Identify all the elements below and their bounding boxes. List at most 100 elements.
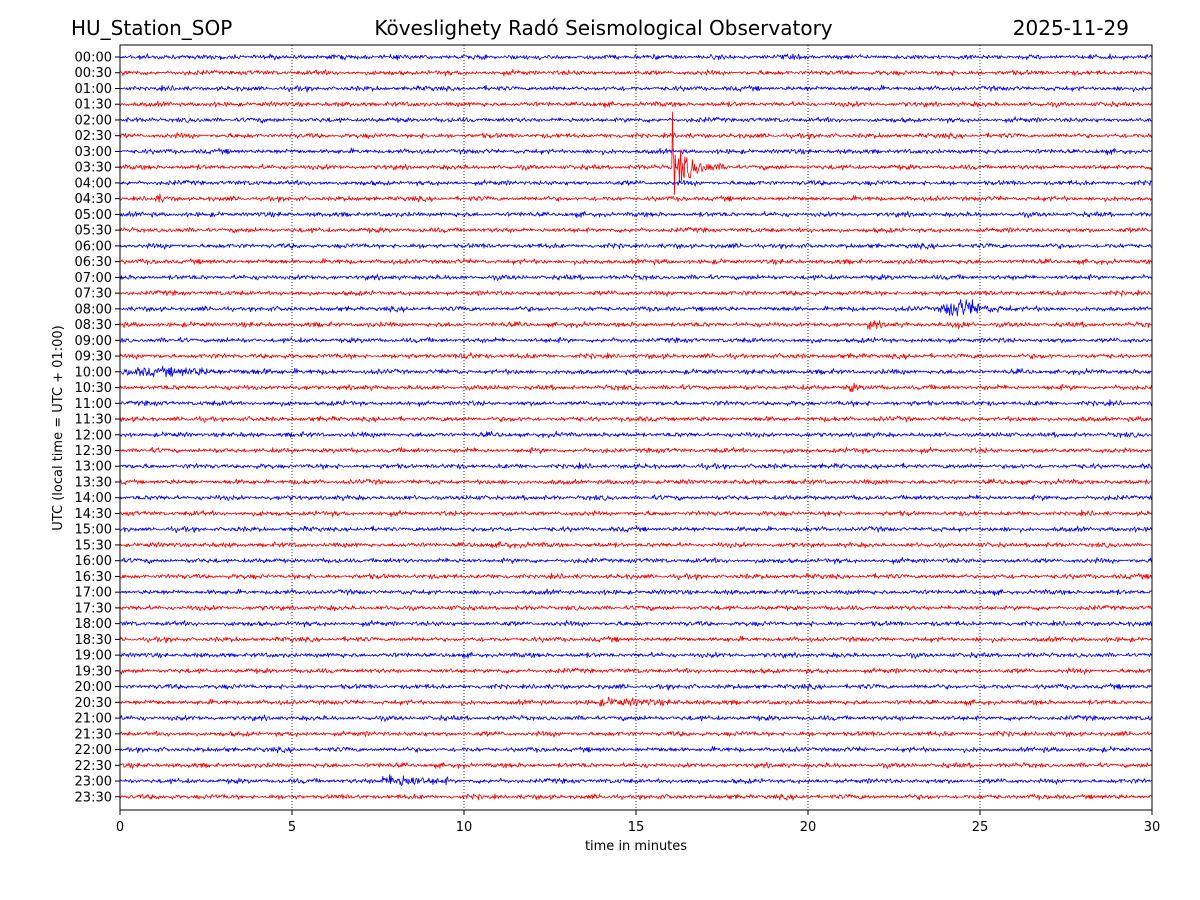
y-tick-label: 11:00	[75, 397, 112, 412]
y-tick-label: 07:30	[75, 287, 112, 302]
trace-row-1830	[119, 635, 1153, 644]
trace-row-0500	[119, 210, 1153, 219]
y-tick-label: 10:30	[75, 381, 112, 396]
trace-row-0900	[119, 336, 1153, 344]
trace-row-1800	[119, 619, 1153, 628]
trace-row-1330	[119, 478, 1153, 486]
y-tick-label: 03:00	[75, 145, 112, 160]
y-tick-label: 06:30	[75, 255, 112, 270]
y-tick-label: 20:30	[75, 696, 112, 711]
trace-row-2200	[119, 746, 1153, 754]
y-tick-label: 09:00	[75, 334, 112, 349]
y-tick-label: 22:00	[75, 743, 112, 758]
y-tick-label: 17:30	[75, 601, 112, 616]
x-tick-label: 20	[800, 820, 817, 835]
y-tick-label: 07:00	[75, 271, 112, 286]
trace-row-2130	[119, 730, 1153, 738]
trace-row-1730	[119, 604, 1153, 612]
trace-row-1100	[119, 399, 1153, 407]
trace-row-0830	[120, 320, 1153, 330]
trace-row-0330	[119, 111, 1153, 195]
trace-row-2230	[119, 761, 1153, 769]
x-tick-label: 0	[116, 820, 124, 835]
trace-row-2300	[119, 774, 1153, 786]
trace-row-0730	[119, 289, 1153, 297]
y-tick-label: 00:00	[75, 51, 112, 66]
trace-row-1300	[119, 462, 1153, 471]
y-tick-label: 21:30	[75, 727, 112, 742]
y-tick-label: 23:30	[75, 790, 112, 805]
trace-row-0030	[119, 69, 1153, 77]
trace-row-0630	[119, 258, 1153, 266]
y-tick-label: 09:30	[75, 350, 112, 365]
y-tick-label: 01:30	[75, 98, 112, 113]
y-tick-label: 18:30	[75, 633, 112, 648]
trace-row-0800	[119, 299, 1153, 317]
y-tick-label: 19:00	[75, 649, 112, 664]
trace-row-1700	[119, 588, 1153, 596]
trace-row-1900	[119, 651, 1153, 659]
trace-row-1000	[119, 365, 1152, 378]
y-tick-label: 22:30	[75, 759, 112, 774]
y-tick-label: 08:00	[75, 302, 112, 317]
trace-row-1630	[120, 572, 1153, 581]
y-tick-label: 02:00	[75, 113, 112, 128]
y-tick-label: 02:30	[75, 129, 112, 144]
y-tick-label: 11:30	[75, 413, 112, 428]
trace-row-1600	[119, 556, 1153, 565]
y-tick-label: 12:30	[75, 444, 112, 459]
y-tick-label: 14:00	[75, 491, 112, 506]
trace-row-0300	[119, 147, 1153, 156]
y-tick-label: 03:30	[75, 161, 112, 176]
y-tick-label: 13:30	[75, 475, 112, 490]
trace-row-0430	[119, 193, 1153, 203]
y-tick-label: 04:30	[75, 192, 112, 207]
y-tick-label: 15:30	[75, 538, 112, 553]
y-tick-label: 04:00	[75, 176, 112, 191]
trace-row-2030	[119, 696, 1153, 707]
station-name: HU_Station_SOP	[71, 16, 233, 40]
trace-row-0600	[119, 242, 1153, 250]
x-tick-label: 30	[1144, 820, 1161, 835]
x-axis-label: time in minutes	[585, 839, 687, 854]
y-tick-label: 10:00	[75, 365, 112, 380]
chart-title: Köveslighety Radó Seismological Observat…	[374, 16, 833, 40]
trace-row-0100	[119, 84, 1153, 93]
trace-row-0530	[119, 226, 1153, 234]
trace-row-1030	[119, 382, 1153, 393]
x-tick-label: 5	[288, 820, 296, 835]
trace-row-1230	[119, 447, 1153, 455]
y-tick-label: 08:30	[75, 318, 112, 333]
x-tick-label: 15	[628, 820, 645, 835]
y-tick-label: 01:00	[75, 82, 112, 97]
y-tick-label: 16:00	[75, 554, 112, 569]
y-tick-label: 19:30	[75, 664, 112, 679]
x-tick-label: 10	[456, 820, 473, 835]
plot-frame	[119, 44, 1153, 811]
trace-row-0930	[119, 352, 1153, 360]
trace-row-1930	[119, 667, 1153, 675]
trace-row-1400	[119, 494, 1153, 502]
y-tick-label: 14:30	[75, 507, 112, 522]
trace-row-0700	[119, 273, 1153, 281]
y-tick-label: 16:30	[75, 570, 112, 585]
trace-row-0200	[119, 116, 1153, 124]
y-tick-label: 00:30	[75, 66, 112, 81]
y-tick-label: 17:00	[75, 586, 112, 601]
y-tick-label: 06:00	[75, 239, 112, 254]
trace-row-1530	[119, 541, 1153, 549]
y-tick-label: 05:00	[75, 208, 112, 223]
y-tick-label: 15:00	[75, 523, 112, 538]
x-tick-label: 25	[972, 820, 989, 835]
trace-row-0400	[119, 179, 1152, 187]
trace-row-1130	[119, 415, 1153, 423]
trace-row-0130	[119, 100, 1153, 108]
y-tick-label: 05:30	[75, 224, 112, 239]
trace-row-0000	[119, 53, 1153, 61]
trace-row-1500	[119, 525, 1153, 534]
trace-row-2100	[119, 714, 1153, 722]
date-label: 2025-11-29	[1012, 16, 1129, 40]
y-tick-label: 12:00	[75, 428, 112, 443]
